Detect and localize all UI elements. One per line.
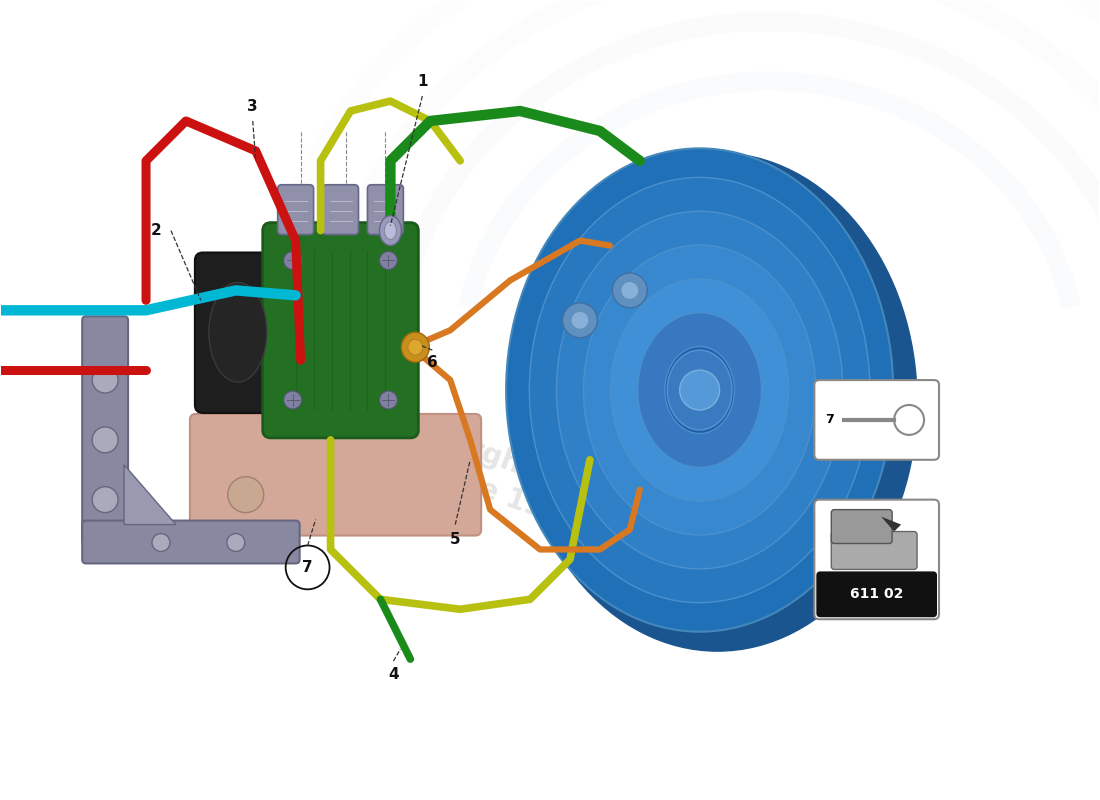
Circle shape — [680, 370, 719, 410]
Text: 4: 4 — [388, 666, 398, 682]
Text: 5: 5 — [450, 532, 461, 547]
Circle shape — [379, 391, 397, 409]
Ellipse shape — [610, 279, 789, 501]
Ellipse shape — [209, 282, 266, 382]
FancyBboxPatch shape — [832, 510, 892, 543]
FancyBboxPatch shape — [82, 521, 299, 563]
Text: 2: 2 — [151, 223, 162, 238]
Circle shape — [152, 534, 170, 551]
Polygon shape — [881, 517, 901, 531]
Ellipse shape — [668, 350, 732, 430]
FancyBboxPatch shape — [195, 253, 286, 413]
FancyBboxPatch shape — [832, 531, 917, 570]
Text: 6: 6 — [427, 354, 438, 370]
Text: 611 02: 611 02 — [850, 587, 903, 602]
Text: lamborghini
parts since 1985: lamborghini parts since 1985 — [330, 391, 595, 537]
Ellipse shape — [583, 245, 816, 535]
FancyBboxPatch shape — [814, 500, 939, 619]
Ellipse shape — [664, 346, 735, 434]
Ellipse shape — [638, 313, 761, 467]
FancyBboxPatch shape — [814, 380, 939, 460]
FancyBboxPatch shape — [367, 185, 404, 234]
Text: 7: 7 — [825, 414, 834, 426]
Ellipse shape — [379, 216, 401, 246]
FancyBboxPatch shape — [322, 185, 359, 234]
Ellipse shape — [562, 303, 597, 338]
Circle shape — [92, 367, 118, 393]
Ellipse shape — [408, 339, 422, 355]
Circle shape — [92, 427, 118, 453]
Ellipse shape — [620, 282, 639, 299]
Circle shape — [284, 391, 301, 409]
Ellipse shape — [571, 311, 588, 330]
Circle shape — [92, 486, 118, 513]
FancyBboxPatch shape — [816, 571, 937, 618]
Ellipse shape — [402, 332, 429, 362]
Ellipse shape — [613, 273, 647, 308]
Circle shape — [227, 534, 245, 551]
Ellipse shape — [506, 148, 893, 632]
Circle shape — [228, 477, 264, 513]
FancyBboxPatch shape — [263, 222, 418, 438]
Circle shape — [284, 251, 301, 270]
FancyBboxPatch shape — [82, 316, 128, 543]
FancyBboxPatch shape — [190, 414, 481, 535]
Polygon shape — [124, 465, 176, 525]
Text: 7: 7 — [302, 560, 312, 575]
FancyBboxPatch shape — [277, 185, 313, 234]
Ellipse shape — [557, 211, 843, 569]
Circle shape — [379, 251, 397, 270]
Text: 3: 3 — [248, 98, 258, 114]
Text: 1: 1 — [417, 74, 428, 89]
Ellipse shape — [529, 178, 870, 602]
Ellipse shape — [384, 222, 396, 239]
Ellipse shape — [518, 153, 917, 651]
